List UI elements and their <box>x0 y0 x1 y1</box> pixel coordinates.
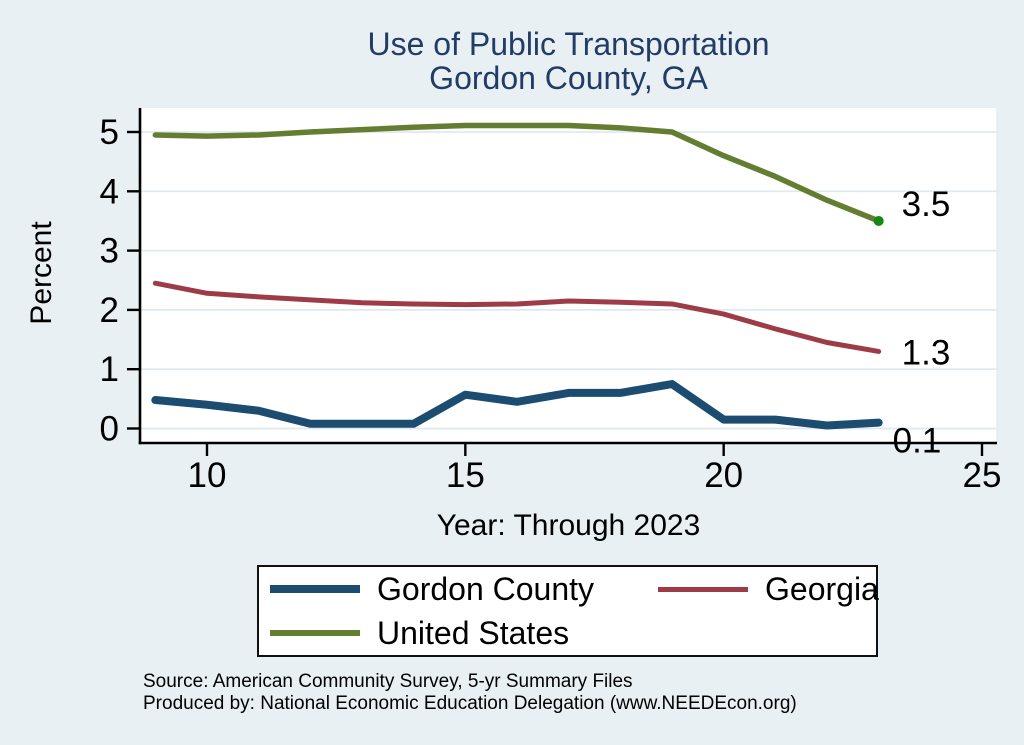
legend-label-united-states: United States <box>377 614 570 651</box>
legend-swatch-united-states <box>270 630 360 636</box>
x-tick-label: 15 <box>446 456 485 495</box>
x-tick-label: 20 <box>704 456 743 495</box>
end-label-gordon-county: 0.1 <box>893 422 942 461</box>
y-tick-label: 5 <box>100 113 119 152</box>
chart-title: Use of Public Transportation Gordon Coun… <box>140 27 997 95</box>
chart-title-line2: Gordon County, GA <box>429 60 708 96</box>
legend-item-georgia: Georgia <box>658 571 879 608</box>
y-tick-label: 1 <box>100 350 119 389</box>
legend-label-georgia: Georgia <box>765 570 879 607</box>
legend: Gordon County Georgia United States <box>257 565 879 657</box>
source-line: Source: American Community Survey, 5-yr … <box>143 671 633 692</box>
legend-item-united-states: United States <box>270 615 658 652</box>
y-tick-label: 0 <box>100 410 119 449</box>
source-note: Source: American Community Survey, 5-yr … <box>143 671 797 715</box>
produced-by-line: Produced by: National Economic Education… <box>143 693 797 714</box>
series-line-gordon-county <box>151 380 883 430</box>
legend-label-gordon-county: Gordon County <box>377 570 595 607</box>
plot-background <box>140 108 997 443</box>
series-line-georgia <box>152 280 882 354</box>
x-tick-label: 25 <box>963 456 1002 495</box>
x-tick-label: 10 <box>188 456 227 495</box>
x-axis-title: Year: Through 2023 <box>436 509 701 542</box>
y-tick-label: 4 <box>100 172 119 211</box>
legend-item-gordon-county: Gordon County <box>270 571 658 608</box>
y-tick-label: 3 <box>100 232 119 271</box>
chart-title-line1: Use of Public Transportation <box>367 26 770 62</box>
legend-swatch-gordon-county <box>270 585 360 593</box>
legend-swatch-georgia <box>658 586 748 592</box>
series-end-dot-united-states <box>873 215 884 226</box>
end-label-georgia: 1.3 <box>902 333 951 372</box>
y-tick-label: 2 <box>100 291 119 330</box>
end-label-united-states: 3.5 <box>902 185 951 224</box>
series-line-united-states <box>152 122 882 224</box>
